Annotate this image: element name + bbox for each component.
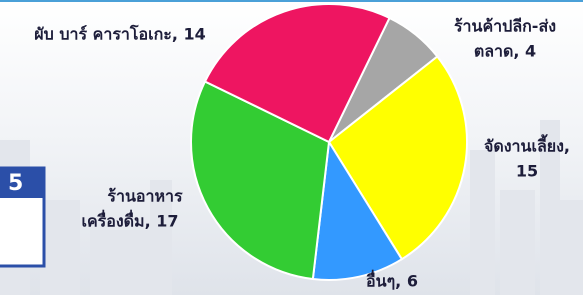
slice-label: ตลาด, 4: [474, 42, 536, 61]
slice-label: ร้านค้าปลีก-ส่ง: [454, 17, 556, 36]
pie: [191, 4, 467, 280]
slice-label: 15: [516, 162, 538, 181]
page: {"badge": "5", "chart_data": {"type": "p…: [0, 0, 583, 295]
slice-label: ร้านอาหาร: [107, 187, 183, 206]
slice-label: เครื่องดื่ม, 17: [81, 210, 178, 231]
badge-text: 5: [8, 171, 23, 196]
slice-label: จัดงานเลี้ยง,: [484, 134, 570, 156]
badge: 5: [0, 168, 44, 266]
slice-label: ผับ บาร์ คาราโอเกะ, 14: [34, 24, 206, 44]
chart: 5 ร้านค้าปลีก-ส่งตลาด, 4 จัดงานเลี้ยง, 15 อ…: [0, 0, 583, 295]
slice-label: อื่นๆ, 6: [366, 270, 418, 291]
